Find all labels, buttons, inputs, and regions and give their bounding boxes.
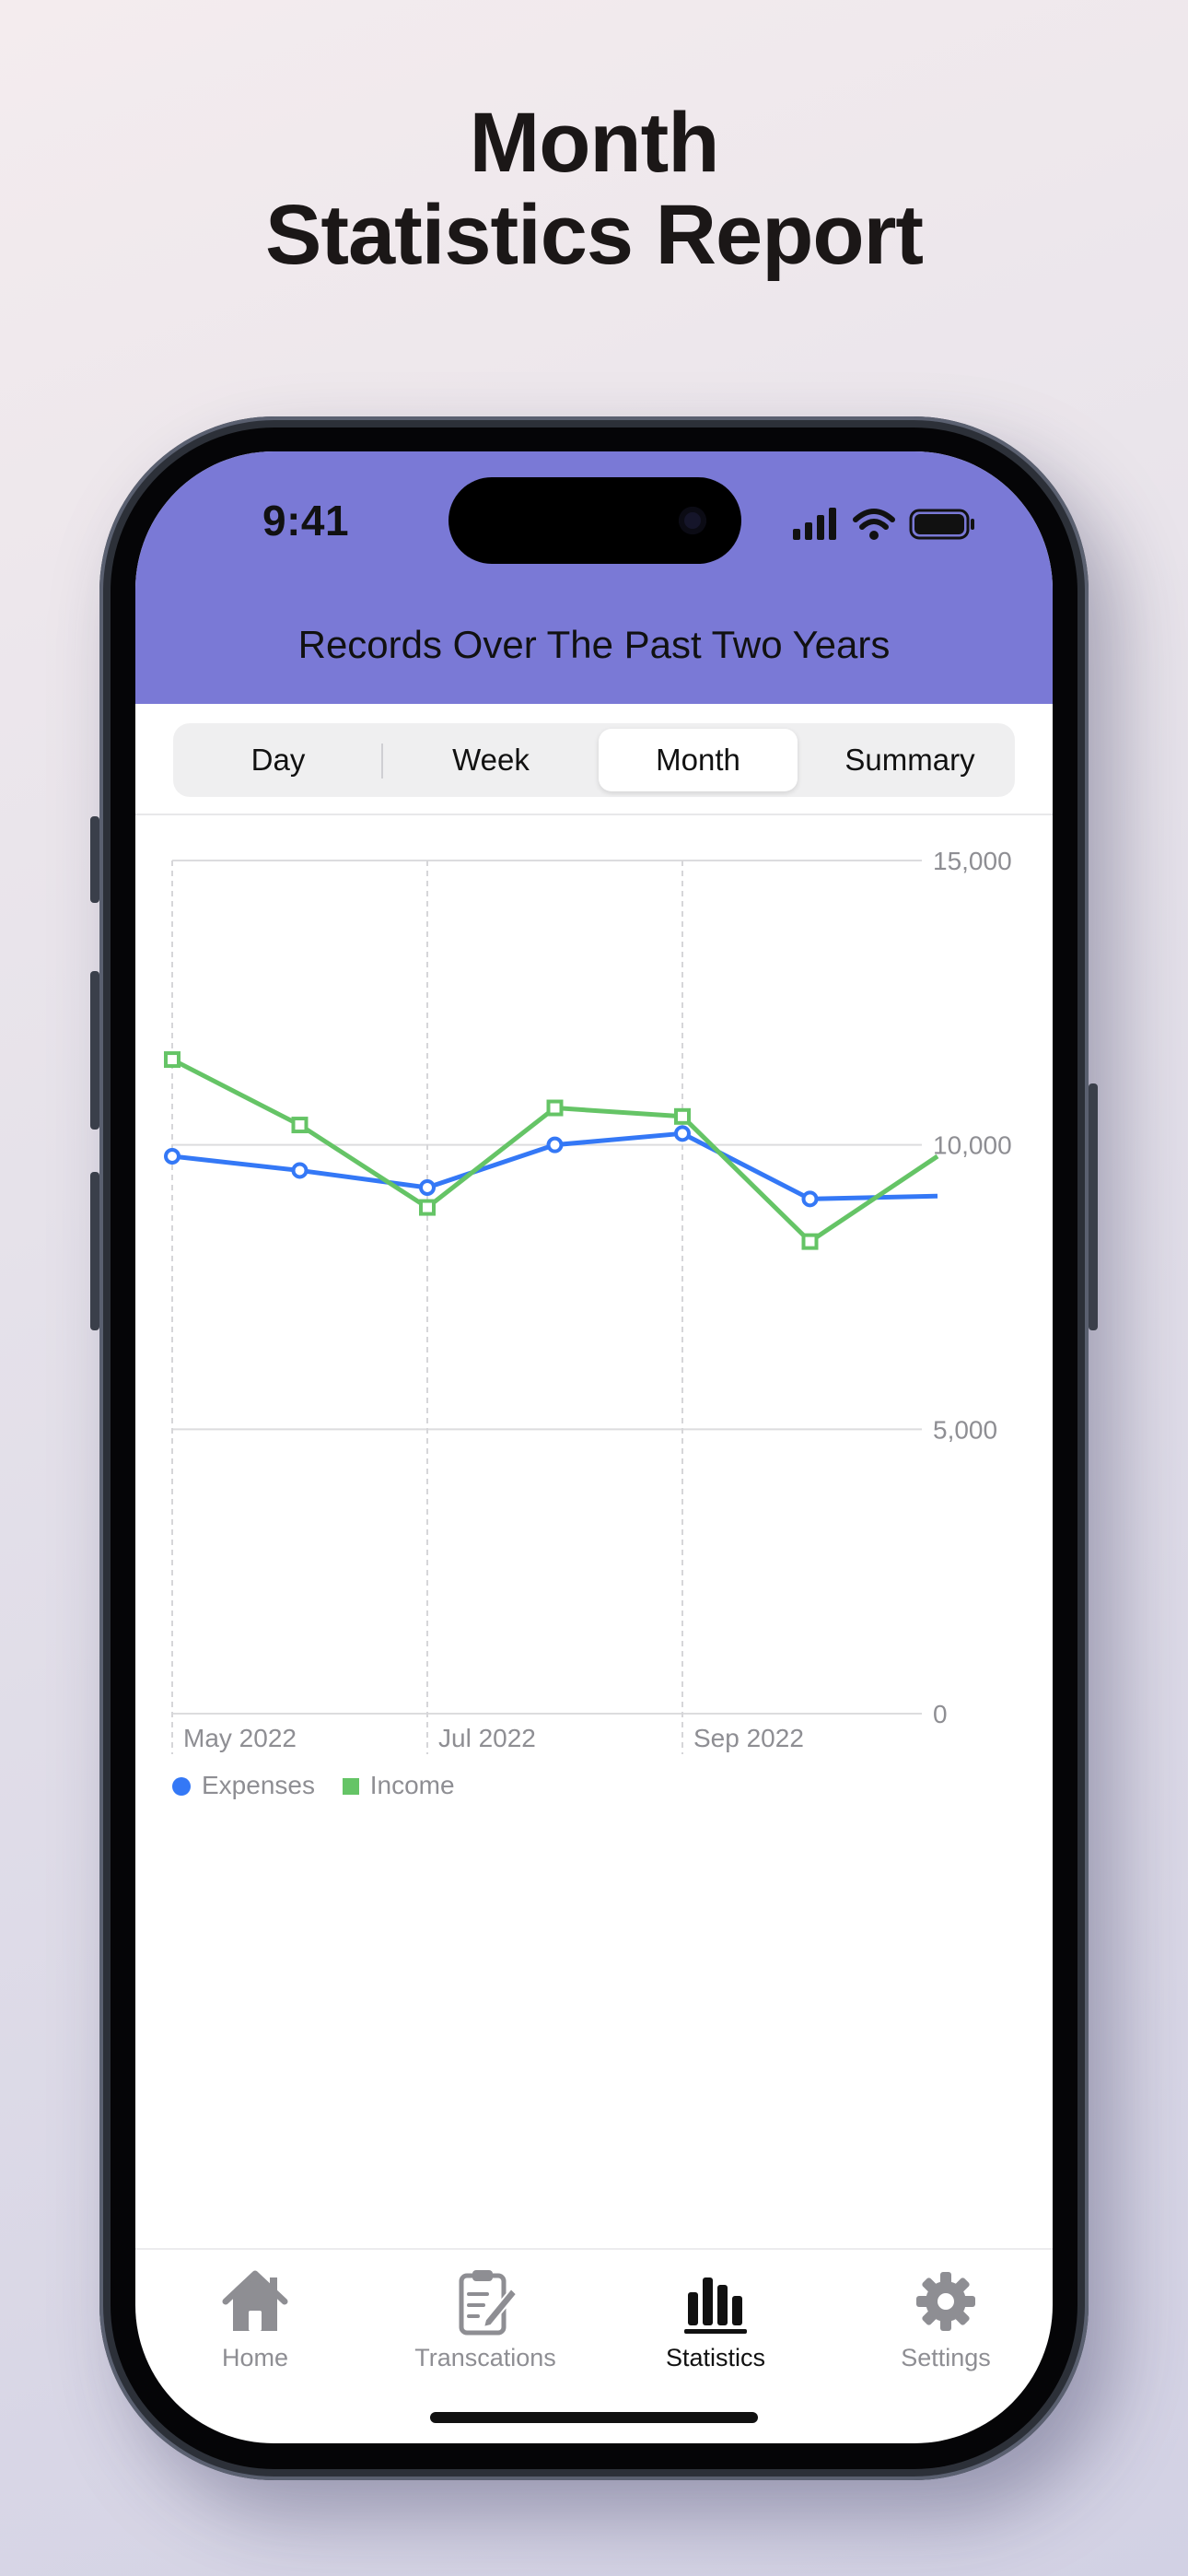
chart-axis-labels: 15,000 10,000 5,000 0 May 2022 Jul 2022 Sep 20… (183, 848, 1012, 1752)
segment-week[interactable]: Week (452, 743, 530, 777)
data-point-expenses (674, 1125, 691, 1142)
data-point-expenses (801, 1190, 819, 1208)
data-point-expenses (164, 1148, 181, 1165)
chart-grid (171, 860, 922, 1754)
x-tick-label: May 2022 (183, 1724, 297, 1752)
battery-icon (909, 509, 974, 540)
tab-settings-label: Settings (901, 2344, 991, 2371)
segment-month[interactable]: Month (599, 729, 798, 791)
status-icons (793, 508, 974, 540)
x-tick-label: Jul 2022 (438, 1724, 536, 1752)
status-time: 9:41 (262, 497, 350, 544)
legend-label-income: Income (369, 1771, 455, 1799)
y-tick-label: 0 (933, 1700, 948, 1728)
data-point-income (546, 1099, 564, 1117)
data-point-income (164, 1051, 181, 1069)
headline-line-2: Statistics Report (264, 188, 924, 282)
segment-day[interactable]: Day (250, 743, 306, 777)
legend-label-expenses: Expenses (202, 1771, 315, 1799)
home-indicator[interactable] (430, 2412, 758, 2423)
period-segmented-control: Day Week Month Summary (173, 723, 1015, 797)
tab-statistics-label: Statistics (665, 2344, 766, 2371)
tab-transcations-label: Transcations (414, 2344, 556, 2371)
legend-item-expenses: Expenses (172, 1771, 315, 1800)
x-tick-label: Sep 2022 (693, 1724, 804, 1752)
nav-header: 9:41 Records Over The Past Two Years (135, 451, 1053, 704)
legend-item-income: Income (342, 1771, 455, 1800)
data-point-income (801, 1233, 819, 1250)
chart-legend: Expenses Income (172, 1771, 475, 1800)
gear-icon (916, 2272, 975, 2331)
data-point-income (674, 1107, 691, 1125)
home-icon (222, 2270, 288, 2331)
wifi-icon (853, 509, 895, 540)
headline-line-1: Month (469, 96, 720, 190)
segment-summary[interactable]: Summary (844, 743, 975, 777)
volume-down-button (90, 1172, 99, 1330)
y-tick-label: 5,000 (933, 1415, 997, 1444)
tab-transcations[interactable]: Transcations (384, 2265, 587, 2372)
tab-home-label: Home (221, 2344, 289, 2371)
data-point-expenses (419, 1178, 436, 1196)
action-button (90, 816, 99, 903)
tab-home[interactable]: Home (154, 2265, 356, 2372)
tabbar-divider (135, 2248, 1053, 2250)
tab-settings[interactable]: Settings (844, 2265, 1047, 2372)
y-tick-label: 10,000 (933, 1131, 1012, 1160)
data-point-income (291, 1117, 309, 1134)
chart-series (164, 1051, 939, 1250)
app-screen: 9:41 Records Over The Past Two Years (135, 451, 1053, 2443)
dynamic-island (448, 477, 741, 564)
segment-divider (381, 744, 383, 779)
data-point-expenses (546, 1136, 564, 1153)
line-chart: 15,000 10,000 5,000 0 May 2022 Jul 2022 Sep 20… (164, 848, 1012, 1754)
data-point-income (419, 1199, 436, 1216)
camera-icon (679, 507, 706, 534)
data-point-expenses (291, 1162, 309, 1179)
clipboard-icon (459, 2270, 518, 2336)
page-title: Records Over The Past Two Years (297, 623, 891, 666)
legend-swatch-expenses (172, 1777, 191, 1796)
power-button (1089, 1083, 1098, 1330)
signal-icon (793, 508, 836, 540)
bar-chart-icon (684, 2277, 747, 2334)
legend-swatch-income (342, 1778, 359, 1795)
y-tick-label: 15,000 (933, 848, 1012, 875)
header-divider (135, 814, 1053, 815)
headline: Month Statistics Report (0, 97, 1188, 281)
volume-up-button (90, 971, 99, 1130)
tab-statistics[interactable]: Statistics (614, 2265, 817, 2372)
